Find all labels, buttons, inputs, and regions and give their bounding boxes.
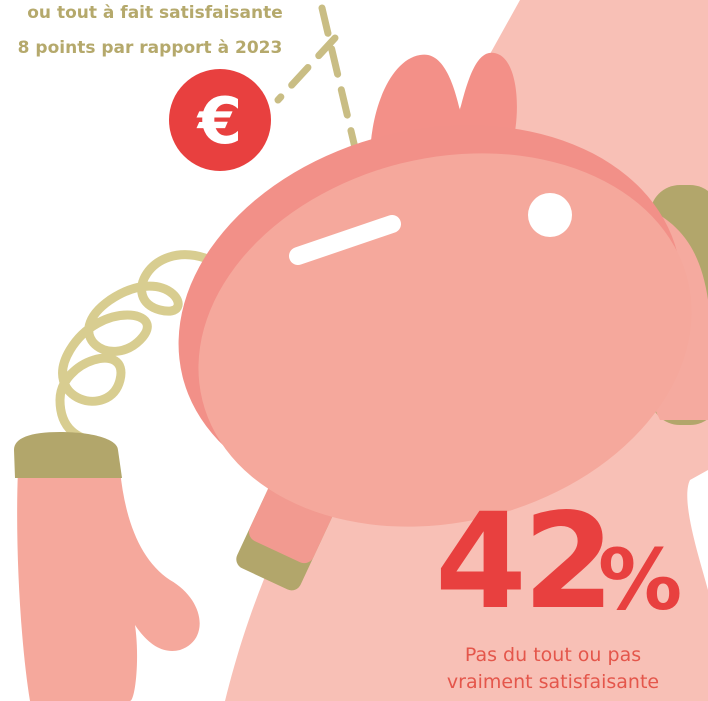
euro-badge bbox=[169, 69, 271, 171]
mitten-cuff bbox=[14, 432, 122, 478]
coin-slot bbox=[289, 215, 401, 265]
spring bbox=[55, 250, 210, 445]
stat-caption: vraiment satisfaisante bbox=[447, 671, 659, 693]
header-line: 8 points par rapport à 2023 bbox=[18, 38, 283, 58]
eye bbox=[528, 193, 572, 237]
white-shape bbox=[687, 470, 708, 590]
euro-symbol: € bbox=[196, 85, 243, 159]
mitten bbox=[17, 470, 200, 701]
dashed-line bbox=[274, 34, 339, 104]
header-line: ou tout à fait satisfaisante bbox=[27, 3, 283, 23]
dashed-line bbox=[318, 4, 360, 156]
stat-unit: % bbox=[598, 531, 682, 629]
stat-value: 42 bbox=[435, 485, 611, 639]
stat-caption: Pas du tout ou pas bbox=[465, 644, 641, 666]
